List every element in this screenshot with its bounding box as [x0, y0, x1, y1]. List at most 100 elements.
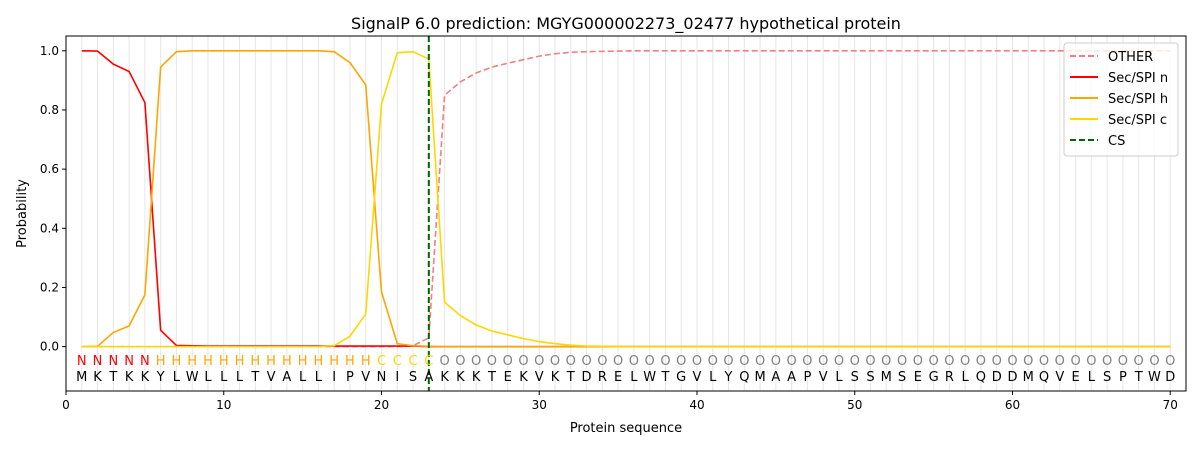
- region-label: H: [345, 354, 355, 369]
- residue-label: K: [456, 370, 465, 385]
- residue-label: Y: [724, 370, 733, 385]
- residue-label: L: [835, 370, 843, 385]
- region-label: H: [235, 354, 245, 369]
- residue-label: K: [141, 370, 150, 385]
- residue-label: L: [220, 370, 228, 385]
- residue-label: V: [1055, 370, 1064, 385]
- region-label: O: [818, 354, 828, 369]
- x-tick-label: 40: [689, 398, 704, 412]
- region-label: O: [1118, 354, 1128, 369]
- region-label: O: [455, 354, 465, 369]
- region-label: O: [992, 354, 1002, 369]
- residue-label: T: [660, 370, 669, 385]
- y-tick-label: 0.2: [40, 280, 59, 294]
- region-label: O: [471, 354, 481, 369]
- residue-label: K: [93, 370, 102, 385]
- region-label: O: [976, 354, 986, 369]
- residue-label: D: [992, 370, 1002, 385]
- region-label: H: [361, 354, 371, 369]
- x-tick-label: 30: [532, 398, 547, 412]
- residue-label: D: [1007, 370, 1017, 385]
- region-label: H: [298, 354, 308, 369]
- region-label: O: [771, 354, 781, 369]
- residue-label: W: [186, 370, 199, 385]
- residue-label: L: [236, 370, 244, 385]
- region-label: O: [503, 354, 513, 369]
- residue-label: L: [630, 370, 638, 385]
- residue-label: P: [1119, 370, 1127, 385]
- region-label: O: [581, 354, 591, 369]
- region-label: H: [282, 354, 292, 369]
- x-tick-label: 60: [1005, 398, 1020, 412]
- residue-label: E: [504, 370, 512, 385]
- legend-label: OTHER: [1108, 50, 1153, 65]
- region-label: O: [1070, 354, 1080, 369]
- residue-label: L: [299, 370, 307, 385]
- residue-label: Q: [976, 370, 986, 385]
- x-tick-label: 70: [1163, 398, 1178, 412]
- residue-label: L: [173, 370, 181, 385]
- region-label: O: [439, 354, 449, 369]
- series-line-sec-spi-h: [81, 49, 1171, 348]
- region-label: H: [314, 354, 324, 369]
- residue-label: L: [315, 370, 323, 385]
- residue-label: T: [250, 370, 259, 385]
- region-label: O: [692, 354, 702, 369]
- residue-label: E: [914, 370, 922, 385]
- region-label: O: [787, 354, 797, 369]
- region-label: O: [1039, 354, 1049, 369]
- legend-label: Sec/SPI h: [1108, 92, 1168, 107]
- residue-label: K: [440, 370, 449, 385]
- region-label: O: [629, 354, 639, 369]
- residue-label: G: [676, 370, 686, 385]
- legend: OTHER Sec/SPI n Sec/SPI h Sec/SPI c CS: [1063, 42, 1179, 157]
- series-line-other: [81, 49, 1171, 348]
- region-label: H: [329, 354, 339, 369]
- residue-label: K: [125, 370, 134, 385]
- region-label: O: [1055, 354, 1065, 369]
- region-label: O: [676, 354, 686, 369]
- region-label: O: [550, 354, 560, 369]
- residue-label: L: [1088, 370, 1096, 385]
- legend-label: Sec/SPI n: [1108, 71, 1168, 86]
- x-tick-label: 0: [62, 398, 70, 412]
- residue-label: L: [962, 370, 970, 385]
- residue-label: E: [614, 370, 622, 385]
- residue-label: S: [898, 370, 906, 385]
- region-label: O: [1086, 354, 1096, 369]
- residue-label: T: [566, 370, 575, 385]
- region-label: O: [739, 354, 749, 369]
- region-label: O: [834, 354, 844, 369]
- residue-label: W: [1148, 370, 1161, 385]
- residue-label: M: [1023, 370, 1034, 385]
- x-tick-label: 10: [216, 398, 231, 412]
- residue-label: I: [395, 370, 399, 385]
- grid-layer: [81, 36, 1171, 391]
- region-label: H: [219, 354, 229, 369]
- region-label: O: [944, 354, 954, 369]
- residue-label: T: [487, 370, 496, 385]
- residue-label: D: [1165, 370, 1175, 385]
- series-layer: [81, 49, 1171, 348]
- legend-label: CS: [1108, 134, 1125, 149]
- region-label: O: [708, 354, 718, 369]
- residue-label: V: [819, 370, 828, 385]
- residue-label: W: [643, 370, 656, 385]
- residue-label: V: [361, 370, 370, 385]
- residue-label: S: [851, 370, 859, 385]
- region-label: O: [913, 354, 923, 369]
- region-label: O: [850, 354, 860, 369]
- residue-label: K: [472, 370, 481, 385]
- axis-layer: 0 10 20 30 40 50 60 70 0.0 0.2 0.4 0.6 0.8 1.0: [40, 44, 1178, 412]
- residue-label: K: [519, 370, 528, 385]
- residue-label: V: [693, 370, 702, 385]
- region-label: O: [802, 354, 812, 369]
- series-line-sec-spi-c: [81, 50, 1171, 348]
- residue-label: R: [945, 370, 954, 385]
- x-axis-label: Protein sequence: [570, 421, 682, 436]
- region-label: O: [597, 354, 607, 369]
- region-label: O: [660, 354, 670, 369]
- x-tick-label: 50: [847, 398, 862, 412]
- legend-frame: [1063, 42, 1179, 157]
